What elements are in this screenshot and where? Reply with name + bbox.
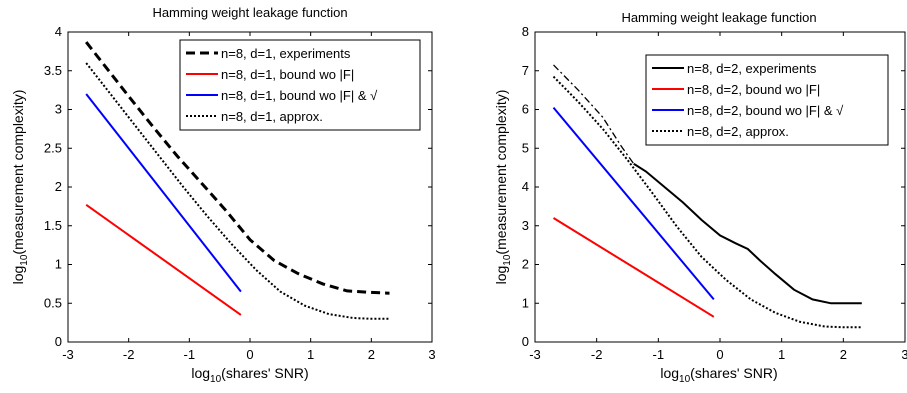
right-chart-panel: Hamming weight leakage function -3 -2 -1 0 1… (493, 10, 907, 385)
left-legend-label: n=8, d=1, bound wo |F| & √ (221, 88, 378, 103)
left-y-tick-label: 3 (55, 102, 62, 117)
left-x-tick-label: -1 (184, 347, 196, 362)
right-y-tick-label: 3 (522, 218, 529, 233)
left-y-tick-label: 3.5 (44, 63, 62, 78)
left-series-line-1 (85, 41, 390, 295)
right-x-tick-label: 0 (716, 347, 723, 362)
right-series-line-4 (552, 106, 715, 301)
right-x-tick-label: -1 (653, 347, 665, 362)
left-x-axis-label: log10(shares' SNR) (191, 365, 308, 385)
left-series-line-3 (85, 93, 242, 293)
left-x-tick-label: 0 (246, 347, 253, 362)
left-y-tick-label: 2 (55, 179, 62, 194)
left-x-ticks: -3 -2 -1 0 1 2 3 (62, 32, 436, 362)
right-y-tick-label: 5 (522, 140, 529, 155)
right-legend: n=8, d=2, experiments n=8, d=2, bound wo … (645, 54, 889, 146)
left-y-axis-label: log10(measurement complexity) (10, 90, 30, 285)
right-y-tick-label: 4 (522, 179, 529, 194)
right-x-ticks: -3 -2 -1 0 1 2 3 (529, 32, 907, 362)
left-legend-box (179, 39, 421, 131)
left-x-tick-label: 1 (307, 347, 314, 362)
left-legend-label: n=8, d=1, approx. (221, 109, 323, 124)
left-chart-title: Hamming weight leakage function (152, 5, 347, 20)
right-legend-box (645, 54, 889, 146)
right-series-line-5 (552, 75, 862, 329)
right-legend-label: n=8, d=2, experiments (687, 61, 817, 76)
right-x-tick-label: -2 (591, 347, 603, 362)
right-y-tick-label: 1 (522, 295, 529, 310)
left-y-tick-label: 1 (55, 257, 62, 272)
right-y-tick-label: 2 (522, 257, 529, 272)
right-y-axis-label: log10(measurement complexity) (493, 90, 513, 285)
right-y-tick-label: 6 (522, 102, 529, 117)
right-chart-title: Hamming weight leakage function (621, 10, 816, 25)
right-series-line-3 (552, 217, 715, 318)
left-legend-label: n=8, d=1, experiments (221, 46, 351, 61)
left-series-line-2 (85, 203, 242, 316)
right-x-tick-label: -3 (529, 347, 541, 362)
left-y-tick-label: 1.5 (44, 218, 62, 233)
right-legend-label: n=8, d=2, bound wo |F| (687, 82, 820, 97)
right-x-tick-label: 1 (778, 347, 785, 362)
right-legend-label: n=8, d=2, bound wo |F| & √ (687, 103, 844, 118)
left-series-line-4 (85, 62, 390, 320)
left-legend: n=8, d=1, experiments n=8, d=1, bound wo … (179, 39, 421, 131)
right-y-tick-label: 7 (522, 63, 529, 78)
right-y-ticks: 0 1 2 3 4 5 6 7 8 (522, 24, 905, 349)
left-x-tick-label: -2 (123, 347, 135, 362)
left-x-tick-label: -3 (62, 347, 74, 362)
left-y-tick-label: 0.5 (44, 295, 62, 310)
left-y-tick-label: 0 (55, 334, 62, 349)
right-x-axis-label: log10(shares' SNR) (660, 365, 777, 385)
left-y-tick-label: 4 (55, 24, 62, 39)
right-series-line-2 (553, 64, 635, 165)
left-x-tick-label: 3 (428, 347, 435, 362)
left-legend-label: n=8, d=1, bound wo |F| (221, 67, 354, 82)
right-series-lines (552, 64, 862, 329)
left-y-ticks: 0 0.5 1 1.5 2 2.5 3 3.5 4 (44, 24, 432, 349)
right-y-tick-label: 0 (522, 334, 529, 349)
right-x-tick-label: 2 (840, 347, 847, 362)
left-chart-panel: Hamming weight leakage function -3 -2 -1 0 1… (10, 5, 436, 385)
right-x-tick-label: 3 (901, 347, 907, 362)
right-y-tick-label: 8 (522, 24, 529, 39)
right-legend-label: n=8, d=2, approx. (687, 124, 789, 139)
left-x-tick-label: 2 (368, 347, 375, 362)
right-series-line-1 (633, 162, 862, 305)
left-y-tick-label: 2.5 (44, 140, 62, 155)
left-series-lines (85, 41, 390, 320)
